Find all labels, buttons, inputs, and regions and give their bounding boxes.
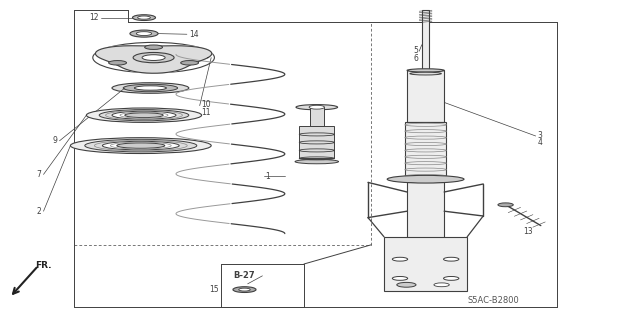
Ellipse shape: [86, 108, 202, 123]
Ellipse shape: [444, 257, 459, 261]
Ellipse shape: [117, 143, 165, 148]
Text: 3: 3: [538, 131, 543, 140]
Ellipse shape: [130, 30, 158, 37]
Ellipse shape: [142, 55, 165, 60]
Ellipse shape: [434, 283, 449, 287]
Text: 7: 7: [36, 170, 42, 179]
Text: 11: 11: [202, 108, 211, 117]
Ellipse shape: [134, 86, 166, 90]
Text: B-27: B-27: [234, 271, 255, 280]
Polygon shape: [95, 46, 212, 73]
Text: 10: 10: [202, 100, 211, 109]
Ellipse shape: [102, 141, 179, 150]
Ellipse shape: [309, 105, 324, 109]
Text: S5AC-B2800: S5AC-B2800: [467, 296, 519, 305]
Ellipse shape: [296, 105, 338, 110]
Bar: [300, 126, 334, 158]
Bar: [407, 182, 444, 240]
Ellipse shape: [392, 276, 408, 280]
Ellipse shape: [138, 16, 150, 19]
Ellipse shape: [444, 276, 459, 280]
Ellipse shape: [239, 288, 250, 291]
Text: 1: 1: [266, 172, 270, 180]
Text: FR.: FR.: [35, 261, 52, 270]
Text: 6: 6: [413, 54, 418, 63]
Ellipse shape: [123, 84, 177, 92]
Text: 13: 13: [523, 227, 533, 236]
Ellipse shape: [233, 287, 256, 292]
Text: 4: 4: [538, 138, 543, 147]
Text: 5: 5: [413, 46, 418, 55]
Ellipse shape: [109, 60, 127, 65]
Ellipse shape: [407, 69, 444, 72]
Bar: [405, 122, 447, 179]
Bar: [310, 107, 324, 126]
Ellipse shape: [498, 203, 513, 207]
Ellipse shape: [180, 60, 198, 65]
Text: 14: 14: [189, 30, 198, 39]
Ellipse shape: [133, 52, 174, 63]
Ellipse shape: [70, 138, 211, 154]
Ellipse shape: [99, 110, 189, 121]
Ellipse shape: [410, 72, 442, 75]
Ellipse shape: [112, 111, 176, 119]
Ellipse shape: [397, 283, 416, 287]
Text: 15: 15: [209, 285, 219, 294]
Text: 9: 9: [52, 136, 58, 145]
Ellipse shape: [85, 139, 197, 152]
Bar: [422, 10, 429, 70]
Text: 2: 2: [37, 207, 42, 216]
Ellipse shape: [295, 159, 339, 164]
Bar: [384, 237, 467, 291]
Ellipse shape: [132, 15, 156, 20]
Bar: [407, 70, 444, 122]
Ellipse shape: [112, 83, 189, 93]
Ellipse shape: [392, 257, 408, 261]
Ellipse shape: [136, 32, 152, 36]
Ellipse shape: [125, 113, 163, 118]
Text: 8: 8: [326, 135, 331, 144]
Text: 12: 12: [90, 13, 99, 22]
Ellipse shape: [387, 175, 464, 183]
Ellipse shape: [145, 45, 163, 50]
